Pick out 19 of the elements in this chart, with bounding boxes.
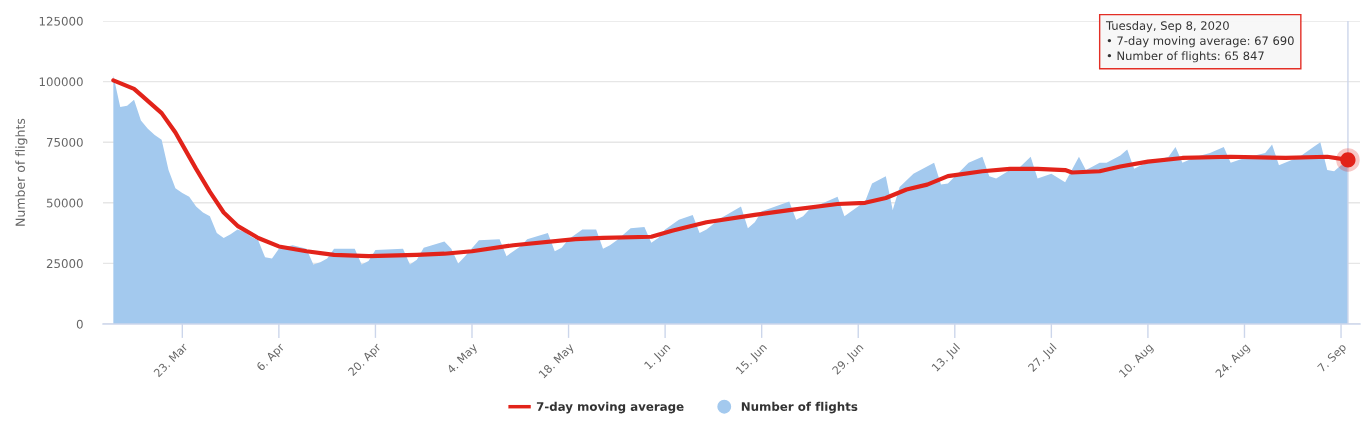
x-tick-label: 13. Jul <box>931 342 962 374</box>
legend-label: Number of flights <box>741 401 858 414</box>
y-tick-label: 0 <box>76 319 83 329</box>
y-axis-title: Number of flights <box>15 118 28 226</box>
legend-label: 7-day moving average <box>536 401 684 414</box>
x-tick-label: 1. Jun <box>643 342 672 371</box>
x-tick-label: 27. Jul <box>1027 342 1059 374</box>
y-tick-label: 50000 <box>46 198 83 208</box>
y-tick-label: 25000 <box>46 259 83 269</box>
x-tick-label: 29. Jun <box>831 342 866 377</box>
y-tick-label: 100000 <box>39 77 83 87</box>
x-tick-label: 7. Sep <box>1317 342 1349 374</box>
y-tick-label: 125000 <box>39 16 83 26</box>
x-tick-label: 20. Apr <box>347 342 384 378</box>
x-tick-label: 15. Jun <box>735 342 769 376</box>
x-tick-label: 6. Apr <box>255 342 287 373</box>
y-tick-label: 75000 <box>46 137 83 147</box>
annotation: Tuesday, Sep 8, 2020 • 7-day moving average: 67 690 • Number of flights: 65 847 <box>1105 21 1294 63</box>
x-tick-label: 23. Mar <box>153 342 189 378</box>
